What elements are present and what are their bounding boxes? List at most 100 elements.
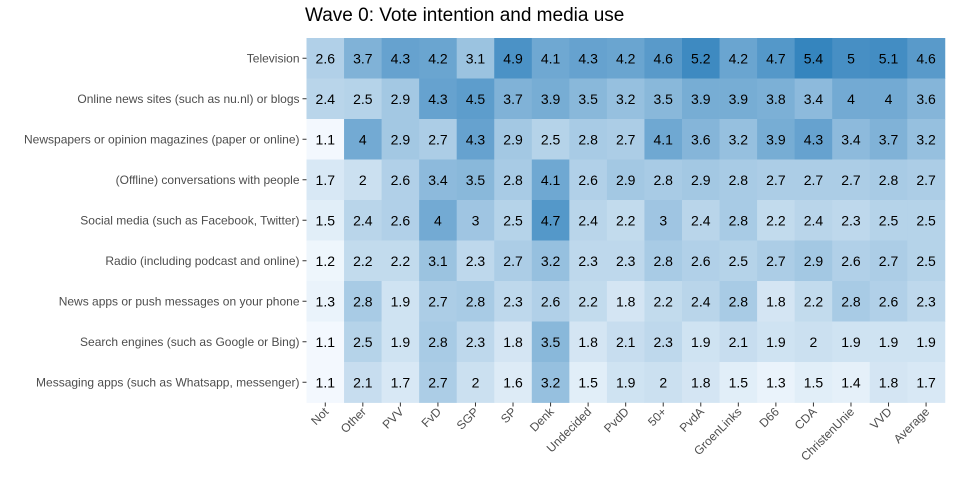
cell-value-label: 1.7 — [391, 374, 411, 390]
cell-value-label: 1.7 — [916, 374, 936, 390]
cell-value-label: 2.8 — [653, 172, 673, 188]
heatmap-cell — [419, 240, 458, 282]
cell-value-label: 3.7 — [353, 50, 373, 66]
cell-value-label: 1.1 — [316, 131, 336, 147]
cell-value-label: 4.1 — [541, 172, 561, 188]
heatmap-cell — [344, 321, 382, 363]
heatmap-cell — [419, 159, 458, 201]
heatmap-cell — [344, 38, 382, 79]
column-label: VVD — [867, 404, 895, 432]
column-label: SP — [498, 405, 519, 426]
cell-value-label: 2.5 — [916, 253, 936, 269]
cell-value-label: 4.7 — [541, 212, 561, 228]
cell-value-label: 2.7 — [428, 293, 448, 309]
cell-value-label: 5.4 — [804, 50, 824, 66]
cell-value-label: 2.7 — [766, 172, 786, 188]
heatmap-cell — [682, 159, 720, 201]
cell-value-label: 1.9 — [616, 374, 636, 390]
cell-value-label: 2.3 — [578, 253, 598, 269]
cell-value-label: 1.9 — [916, 334, 936, 350]
heatmap-cell — [644, 321, 683, 363]
cell-value-label: 2.5 — [879, 212, 899, 228]
heatmap-cell — [494, 281, 533, 322]
cell-value-label: 2.5 — [353, 91, 373, 107]
heatmap-cell — [832, 362, 871, 403]
cell-value-label: 4.2 — [616, 50, 636, 66]
heatmap-cell — [682, 200, 720, 241]
heatmap-cell — [419, 321, 458, 363]
heatmap-cell — [644, 38, 683, 79]
heatmap-cell — [531, 362, 570, 403]
cell-value-label: 2.8 — [841, 293, 861, 309]
heatmap-cell — [832, 38, 871, 79]
cell-value-label: 2.6 — [391, 172, 411, 188]
cell-value-label: 2.8 — [428, 334, 448, 350]
cell-value-label: 2.1 — [616, 334, 636, 350]
column-label: FvD — [419, 404, 445, 430]
cell-value-label: 2.3 — [466, 253, 486, 269]
cell-value-label: 2.4 — [691, 293, 711, 309]
cell-value-label: 4.3 — [391, 50, 411, 66]
cell-value-label: 2.5 — [916, 212, 936, 228]
heatmap-cell — [344, 119, 382, 160]
cell-value-label: 2.3 — [616, 253, 636, 269]
cell-value-label: 1.9 — [391, 334, 411, 350]
cell-value-label: 3.9 — [541, 91, 561, 107]
cell-value-label: 2.8 — [578, 131, 598, 147]
heatmap-cell — [794, 281, 833, 322]
cell-value-label: 1.8 — [578, 334, 598, 350]
heatmap-cell — [306, 362, 345, 403]
cell-value-label: 3.6 — [691, 131, 711, 147]
heatmap-cell — [381, 78, 420, 120]
heatmap-cell — [306, 200, 345, 241]
cell-value-label: 1.5 — [316, 212, 336, 228]
heatmap-cell — [344, 240, 382, 282]
heatmap-cell — [531, 200, 570, 241]
heatmap-cell — [344, 281, 382, 322]
heatmap-cell — [869, 240, 908, 282]
heatmap-cell — [832, 200, 871, 241]
heatmap-cell — [494, 321, 533, 363]
column-label: Other — [338, 405, 369, 436]
cell-value-label: 3.8 — [766, 91, 786, 107]
heatmap-cell — [682, 240, 720, 282]
cell-value-label: 1.5 — [729, 374, 749, 390]
heatmap-cell — [869, 78, 908, 120]
cell-value-label: 1.1 — [316, 374, 336, 390]
cell-value-label: 1.8 — [691, 374, 711, 390]
cell-value-label: 4.3 — [466, 131, 486, 147]
heatmap-cell — [381, 281, 420, 322]
heatmap-cell — [794, 362, 833, 403]
cell-value-label: 5.1 — [879, 50, 899, 66]
heatmap-cell — [456, 321, 495, 363]
heatmap-cell — [456, 362, 495, 403]
column-label: 50+ — [645, 405, 669, 429]
cell-value-label: 2.4 — [691, 212, 711, 228]
cell-value-label: 4 — [847, 91, 855, 107]
heatmap-cell — [494, 78, 533, 120]
cell-value-label: 2.9 — [391, 91, 411, 107]
cell-value-label: 3.7 — [503, 91, 523, 107]
heatmap-cell — [456, 38, 495, 79]
cell-value-label: 2.2 — [653, 293, 673, 309]
heatmap-cell — [494, 200, 533, 241]
heatmap-cell — [644, 281, 683, 322]
heatmap-cell — [869, 38, 908, 79]
heatmap-cell — [719, 119, 758, 160]
heatmap-cell — [381, 240, 420, 282]
cell-value-label: 3.9 — [729, 91, 749, 107]
cell-value-label: 3.7 — [879, 131, 899, 147]
heatmap-cell — [907, 362, 946, 403]
cell-value-label: 2.9 — [503, 131, 523, 147]
heatmap-cell — [606, 362, 645, 403]
heatmap-cell — [456, 119, 495, 160]
heatmap-cell — [794, 240, 833, 282]
heatmap-cell — [757, 321, 796, 363]
heatmap-cell — [757, 281, 796, 322]
cell-value-label: 4 — [359, 131, 367, 147]
cell-value-label: 3 — [472, 212, 480, 228]
cell-value-label: 2.9 — [804, 253, 824, 269]
cell-value-label: 1.9 — [391, 293, 411, 309]
heatmap-cells: 2.6 3.7 4.3 4.2 3.1 4.9 4.1 4.3 4.2 4.6 5.2 4.2 4.7 5… — [306, 38, 946, 403]
